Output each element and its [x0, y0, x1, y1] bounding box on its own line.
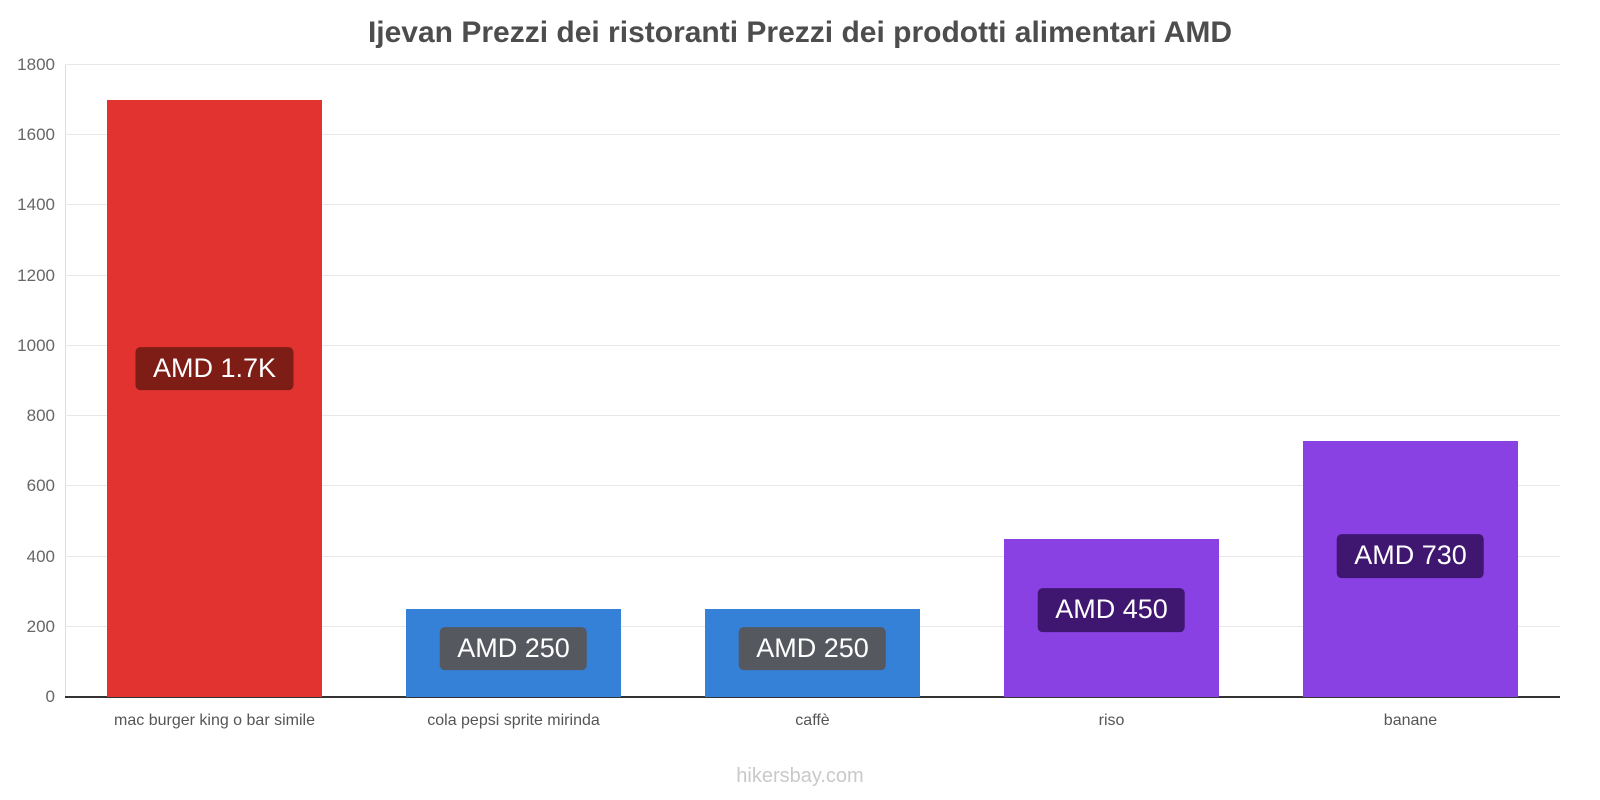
gridline [65, 555, 1560, 557]
y-tick-label: 1600 [17, 125, 55, 145]
bar: AMD 250 [405, 609, 622, 697]
y-tick-label: 200 [26, 616, 55, 636]
bar-value-label: AMD 450 [1038, 588, 1185, 632]
x-category-label: caffè [795, 712, 830, 729]
x-category-label: cola pepsi sprite mirinda [427, 712, 600, 729]
x-axis-labels: mac burger king o bar simile cola pepsi s… [65, 712, 1560, 730]
y-axis-line [65, 65, 66, 697]
bar-value-label: AMD 250 [739, 626, 886, 671]
y-axis-labels: 0 200 400 600 800 1000 1200 1400 1600 1800 [0, 55, 55, 706]
y-tick-label: 800 [26, 406, 55, 426]
y-tick-label: 1800 [17, 55, 55, 74]
bar-value-label: AMD 730 [1337, 534, 1484, 578]
gridline [65, 64, 1560, 65]
gridline [65, 344, 1560, 346]
gridline [65, 204, 1560, 206]
gridline [65, 134, 1560, 136]
x-category-label: riso [1098, 712, 1125, 729]
bar-value-label: AMD 1.7K [135, 346, 294, 391]
bar: AMD 250 [704, 609, 921, 697]
gridline [65, 415, 1560, 417]
y-tick-label: 600 [26, 476, 55, 496]
gridline [65, 274, 1560, 276]
bar: AMD 1.7K [106, 100, 323, 697]
y-tick-label: 1000 [17, 335, 55, 355]
plot-area: AMD 1.7K AMD 250 AMD 250 AMD 450 AMD 730 [65, 64, 1560, 698]
bar: AMD 450 [1003, 539, 1220, 697]
x-category-label: banane [1383, 712, 1438, 729]
x-category-label: mac burger king o bar simile [114, 712, 315, 729]
bar: AMD 730 [1302, 440, 1519, 697]
chart-title: Ijevan Prezzi dei ristoranti Prezzi dei … [367, 16, 1233, 49]
gridline [65, 485, 1560, 487]
y-tick-label: 1400 [17, 195, 55, 215]
y-tick-label: 400 [26, 546, 55, 566]
y-tick-label: 0 [45, 687, 55, 706]
bar-value-label: AMD 250 [440, 626, 587, 671]
footer-watermark: hikersbay.com [736, 765, 864, 787]
y-tick-label: 1200 [17, 265, 55, 285]
x-axis-baseline [65, 696, 1560, 698]
